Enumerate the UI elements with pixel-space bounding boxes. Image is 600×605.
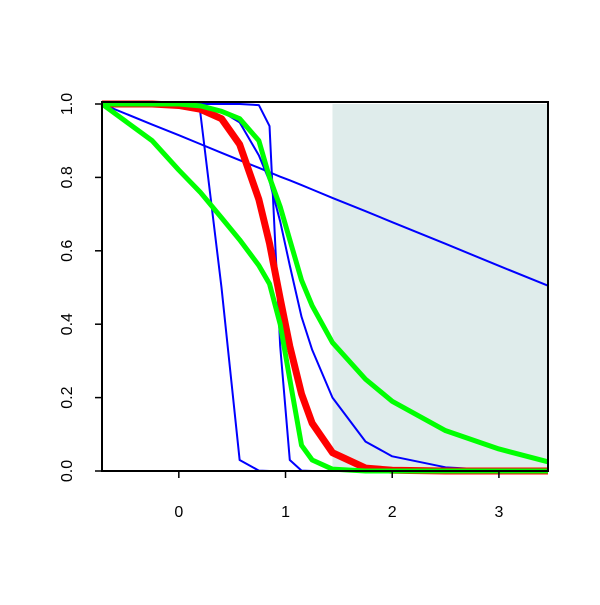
y-tick-label: 0.6	[59, 240, 76, 262]
series-line	[101, 103, 549, 287]
x-tick-label: 0	[174, 504, 183, 521]
y-tick-label: 0.8	[59, 166, 76, 188]
x-tick-label: 3	[494, 504, 503, 521]
y-tick-label: 0.2	[59, 386, 76, 408]
shaded-region	[332, 104, 548, 471]
y-tick-label: 1.0	[59, 93, 76, 115]
y-tick-label: 0.0	[59, 460, 76, 482]
x-tick-label: 1	[281, 504, 290, 521]
x-tick-label: 2	[388, 504, 397, 521]
plot-frame	[101, 101, 549, 472]
series-line	[102, 101, 549, 465]
y-tick-label: 0.4	[59, 313, 76, 335]
